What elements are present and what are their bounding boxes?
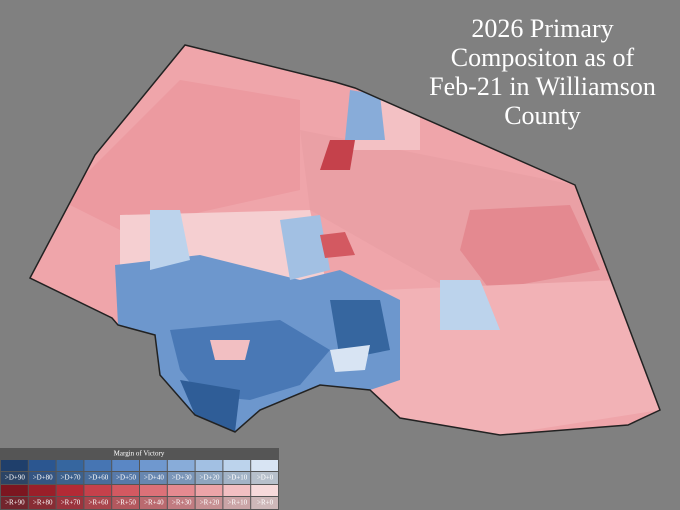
legend-label-bg: [1, 472, 28, 484]
legend-swatch: [167, 460, 195, 471]
legend-swatch: [28, 460, 56, 471]
legend-swatch: [56, 485, 84, 496]
legend-label: >D+80: [33, 474, 53, 482]
legend-label-bg: [195, 497, 223, 509]
legend-title: Margin of Victory: [114, 450, 165, 458]
legend-swatch: [84, 460, 112, 471]
legend-swatch: [84, 485, 112, 496]
legend: Margin of Victory >D+90 >D+80 >D+70 >D+60 >D…: [0, 448, 279, 510]
legend-swatch: [112, 485, 139, 496]
legend-label-bg: [112, 472, 139, 484]
legend-label-bg: [28, 497, 56, 509]
legend-label-bg: [167, 472, 195, 484]
legend-label-bg: [84, 497, 112, 509]
legend-label-bg: [28, 472, 56, 484]
legend-swatch: [140, 460, 167, 471]
county-outline: [28, 44, 661, 436]
title-line: Compositon as of: [450, 43, 635, 72]
legend-label: >R+0: [257, 499, 274, 507]
legend-swatch: [56, 460, 84, 471]
legend-swatch: [195, 460, 223, 471]
legend-label-bg: [167, 497, 195, 509]
legend-label-bg: [112, 497, 139, 509]
legend-label: >D+90: [5, 474, 25, 482]
legend-label: >D+50: [116, 474, 136, 482]
legend-label: >R+90: [5, 499, 25, 507]
legend-label: >R+80: [33, 499, 53, 507]
title-line: 2026 Primary: [471, 14, 614, 43]
legend-swatch: [223, 485, 251, 496]
legend-swatch: [1, 485, 28, 496]
legend-swatch: [251, 485, 278, 496]
legend-label-bg: [140, 472, 167, 484]
legend-label: >D+40: [144, 474, 164, 482]
legend-label: >R+10: [228, 499, 248, 507]
legend-label-bg: [251, 472, 278, 484]
legend-label-bg: [251, 497, 278, 509]
legend-label: >R+70: [61, 499, 81, 507]
legend-label: >D+0: [257, 474, 274, 482]
legend-label-bg: [223, 497, 251, 509]
legend-label: >D+10: [227, 474, 247, 482]
legend-label-bg: [84, 472, 112, 484]
legend-label-bg: [140, 497, 167, 509]
legend-swatch: [1, 460, 28, 471]
legend-label: >R+30: [172, 499, 192, 507]
legend-label: >R+20: [200, 499, 220, 507]
legend-swatch: [112, 460, 139, 471]
legend-label: >R+50: [116, 499, 136, 507]
legend-label: >D+70: [61, 474, 81, 482]
legend-label-bg: [195, 472, 223, 484]
title: 2026 Primary Compositon as of Feb-21 in Wi…: [410, 14, 675, 130]
legend-swatch: [140, 485, 167, 496]
legend-swatch: [28, 485, 56, 496]
legend-label-bg: [223, 472, 251, 484]
legend-label-bg: [1, 497, 28, 509]
legend-label: >R+40: [144, 499, 164, 507]
legend-label-bg: [56, 472, 84, 484]
title-line: Feb-21 in Williamson: [429, 72, 656, 101]
legend-label: >D+30: [172, 474, 192, 482]
legend-swatch: [195, 485, 223, 496]
legend-swatch: [167, 485, 195, 496]
legend-swatch: [251, 460, 278, 471]
legend-label-bg: [56, 497, 84, 509]
legend-label: >D+60: [88, 474, 108, 482]
legend-label: >D+20: [200, 474, 220, 482]
legend-swatch: [223, 460, 251, 471]
title-line: County: [504, 101, 581, 130]
legend-label: >R+60: [89, 499, 109, 507]
